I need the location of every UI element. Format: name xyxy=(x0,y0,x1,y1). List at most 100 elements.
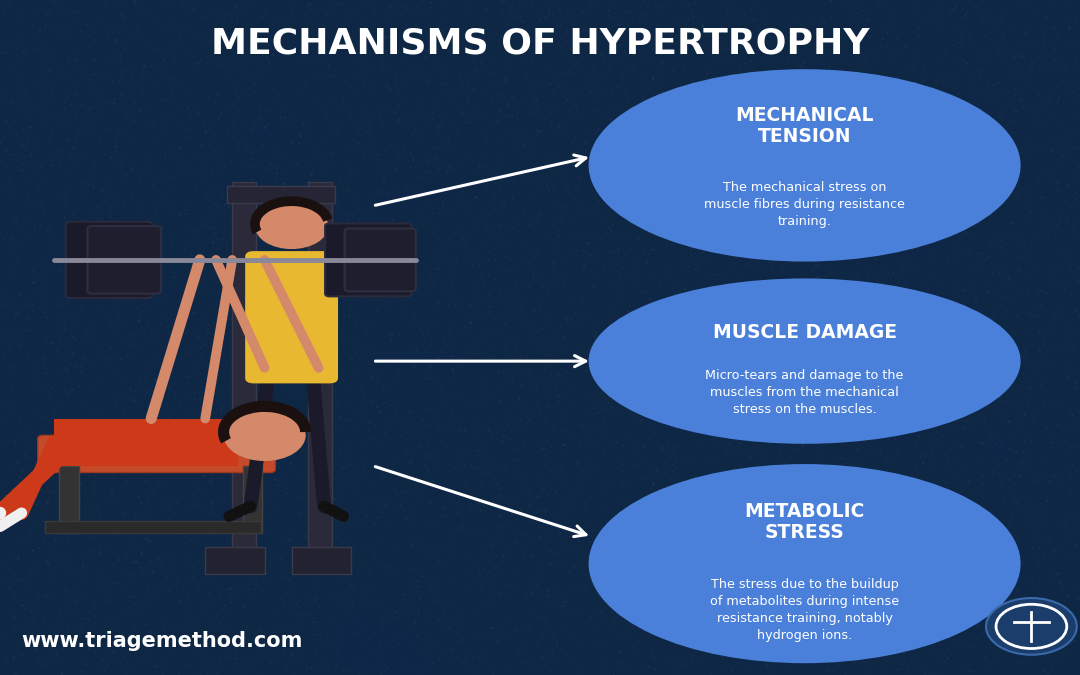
Point xyxy=(882,417,900,428)
Point xyxy=(10,72,27,83)
Point xyxy=(995,444,1012,455)
Point xyxy=(462,206,480,217)
Point xyxy=(11,472,28,483)
Point xyxy=(68,230,85,241)
Point xyxy=(138,321,156,331)
Point xyxy=(822,657,839,668)
Point xyxy=(191,312,208,323)
Point xyxy=(178,22,195,32)
Point xyxy=(878,458,895,468)
Point xyxy=(859,362,876,373)
Point xyxy=(270,63,287,74)
Point xyxy=(540,400,557,410)
Point xyxy=(936,377,954,387)
Point xyxy=(473,272,490,283)
Point xyxy=(467,267,484,277)
Point xyxy=(626,333,644,344)
Point xyxy=(882,557,900,568)
Point xyxy=(555,601,572,612)
Point xyxy=(555,90,572,101)
Point xyxy=(95,666,112,675)
Point xyxy=(954,531,971,541)
Point xyxy=(814,123,832,134)
Point xyxy=(1009,144,1026,155)
Point xyxy=(44,577,62,588)
Point xyxy=(679,593,697,603)
Point xyxy=(1012,97,1029,107)
Point xyxy=(1037,516,1054,527)
Point xyxy=(414,570,431,581)
Point xyxy=(448,613,465,624)
Point xyxy=(535,398,552,408)
Point xyxy=(674,139,691,150)
Point xyxy=(363,494,380,505)
Point xyxy=(675,297,692,308)
Point xyxy=(152,503,170,514)
Point xyxy=(336,385,353,396)
Point xyxy=(335,666,352,675)
Point xyxy=(402,416,419,427)
Point xyxy=(741,296,758,307)
Point xyxy=(474,452,491,462)
Point xyxy=(65,469,82,480)
Point xyxy=(146,137,163,148)
Point xyxy=(743,503,760,514)
Point xyxy=(642,433,659,444)
Point xyxy=(282,576,299,587)
Point xyxy=(67,111,84,122)
Point xyxy=(966,503,983,514)
Point xyxy=(296,486,313,497)
Point xyxy=(79,104,96,115)
Point xyxy=(334,601,351,612)
Point xyxy=(885,216,902,227)
Point xyxy=(619,482,636,493)
Point xyxy=(600,222,618,233)
Point xyxy=(976,412,994,423)
Point xyxy=(338,446,355,457)
Point xyxy=(913,394,930,404)
Point xyxy=(374,665,391,675)
Point xyxy=(271,421,288,431)
Point xyxy=(53,247,70,258)
Point xyxy=(673,362,690,373)
Point xyxy=(691,571,708,582)
Point xyxy=(568,209,585,219)
Point xyxy=(1041,22,1058,33)
Point xyxy=(231,443,248,454)
Point xyxy=(795,637,812,647)
Point xyxy=(122,591,139,602)
Point xyxy=(242,442,259,453)
Point xyxy=(432,385,449,396)
Point xyxy=(586,421,604,432)
Point xyxy=(789,54,807,65)
Point xyxy=(354,289,372,300)
Point xyxy=(476,416,494,427)
Point xyxy=(865,157,882,167)
Point xyxy=(886,45,903,56)
Point xyxy=(487,203,504,214)
Point xyxy=(658,61,675,72)
Point xyxy=(494,0,511,7)
Point xyxy=(516,440,534,451)
Point xyxy=(895,374,913,385)
Point xyxy=(96,543,113,554)
Point xyxy=(918,101,935,112)
Point xyxy=(664,133,681,144)
Point xyxy=(779,523,796,534)
Point xyxy=(808,492,825,503)
Point xyxy=(177,328,194,339)
Point xyxy=(249,165,267,176)
Point xyxy=(683,500,700,511)
Point xyxy=(970,116,987,127)
Point xyxy=(474,630,491,641)
Point xyxy=(471,163,488,173)
Point xyxy=(786,99,804,110)
Point xyxy=(693,282,711,293)
Point xyxy=(700,144,717,155)
Point xyxy=(825,614,842,624)
Point xyxy=(122,192,139,203)
Point xyxy=(275,377,293,387)
Point xyxy=(919,84,936,95)
Point xyxy=(444,364,461,375)
Point xyxy=(629,201,646,212)
